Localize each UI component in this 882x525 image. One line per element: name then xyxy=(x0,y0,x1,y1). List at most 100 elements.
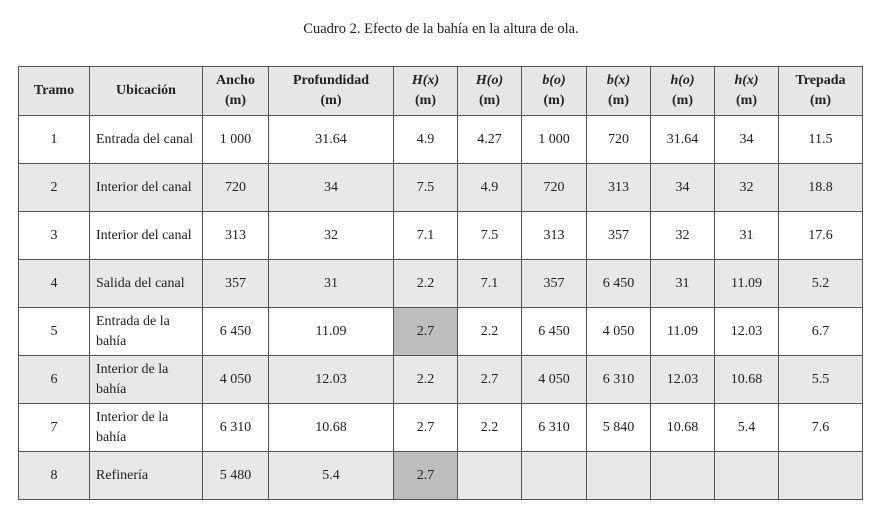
empty-cell xyxy=(457,451,522,500)
table-cell: 10.68 xyxy=(650,403,715,452)
header-unit: (m) xyxy=(415,93,436,108)
table-cell: 4 050 xyxy=(521,355,587,404)
empty-cell xyxy=(778,451,863,500)
column-header: h(x) (m) xyxy=(714,66,779,116)
table-cell: 5.4 xyxy=(268,451,394,500)
table-cell: 3 xyxy=(18,211,90,260)
header-unit: (m) xyxy=(736,93,757,108)
table-cell: 10.68 xyxy=(714,355,779,404)
table-cell: 12.03 xyxy=(268,355,394,404)
header-name: Trepada xyxy=(795,73,846,88)
table-cell: 6 450 xyxy=(521,307,587,356)
table-cell: 4.27 xyxy=(457,115,522,164)
table-cell: 2.2 xyxy=(457,307,522,356)
table-cell: 7 xyxy=(18,403,90,452)
table-row: 5 Entrada de la bahía 6 450 11.09 2.7 2.2 6 45… xyxy=(18,307,863,356)
table-cell: 4 050 xyxy=(586,307,651,356)
header-unit: (m) xyxy=(608,93,629,108)
table-body: 1 Entrada del canal 1 000 31.64 4.9 4.27 1 000… xyxy=(18,115,863,500)
table-cell: 34 xyxy=(268,163,394,212)
table-cell: 720 xyxy=(202,163,269,212)
column-header: H(o) (m) xyxy=(457,66,522,116)
table-cell: Entrada de la bahía xyxy=(89,307,203,356)
column-header: Ubicación xyxy=(89,66,203,116)
table-cell: 5.5 xyxy=(778,355,863,404)
table-cell: 4 xyxy=(18,259,90,308)
data-table: Tramo Ubicación Ancho (m) Profundidad (m) H(x)… xyxy=(18,66,863,500)
table-cell: 7.1 xyxy=(457,259,522,308)
table-cell: 1 000 xyxy=(202,115,269,164)
table-cell: 720 xyxy=(521,163,587,212)
column-header: h(o) (m) xyxy=(650,66,715,116)
table-cell: 31 xyxy=(650,259,715,308)
table-cell: Interior del canal xyxy=(89,163,203,212)
table-cell: 11.09 xyxy=(268,307,394,356)
table-cell: 2.7 xyxy=(457,355,522,404)
table-cell: 2.2 xyxy=(457,403,522,452)
table-row: 1 Entrada del canal 1 000 31.64 4.9 4.27 1 000… xyxy=(18,115,863,164)
empty-cell xyxy=(586,451,651,500)
table-cell: 1 xyxy=(18,115,90,164)
column-header: b(x) (m) xyxy=(586,66,651,116)
table-cell: 11.09 xyxy=(714,259,779,308)
table-cell: Refinería xyxy=(89,451,203,500)
table-cell: 6.7 xyxy=(778,307,863,356)
empty-cell xyxy=(650,451,715,500)
header-name: H(x) xyxy=(411,73,440,88)
table-cell: Interior de la bahía xyxy=(89,403,203,452)
header-unit: (m) xyxy=(225,93,246,108)
table-cell: 7.5 xyxy=(393,163,458,212)
table-cell: 357 xyxy=(521,259,587,308)
header-unit: (m) xyxy=(479,93,500,108)
table-cell: 7.6 xyxy=(778,403,863,452)
header-name: Ancho xyxy=(216,73,255,88)
table-cell: 1 000 xyxy=(521,115,587,164)
table-cell: 12.03 xyxy=(714,307,779,356)
table-cell: 11.5 xyxy=(778,115,863,164)
table-cell: 720 xyxy=(586,115,651,164)
table-cell: 6 450 xyxy=(202,307,269,356)
table-cell: 5 480 xyxy=(202,451,269,500)
table-cell: 2.7 xyxy=(393,307,458,356)
table-cell: 5.4 xyxy=(714,403,779,452)
table-cell: 11.09 xyxy=(650,307,715,356)
header-name: Ubicación xyxy=(116,83,176,98)
header-name: Tramo xyxy=(33,83,75,98)
table-cell: 6 310 xyxy=(202,403,269,452)
table-cell: 4 050 xyxy=(202,355,269,404)
header-name: h(o) xyxy=(670,73,695,88)
table-cell: 2.2 xyxy=(393,259,458,308)
column-header: b(o) (m) xyxy=(521,66,587,116)
header-unit: (m) xyxy=(672,93,693,108)
table-cell: 5.2 xyxy=(778,259,863,308)
header-name: b(o) xyxy=(542,73,566,88)
header-unit: (m) xyxy=(543,93,565,108)
table-cell: 313 xyxy=(202,211,269,260)
table-cell: 6 310 xyxy=(586,355,651,404)
header-name: b(x) xyxy=(606,73,631,88)
header-name: h(x) xyxy=(734,73,759,88)
table-cell: 4.9 xyxy=(457,163,522,212)
table-cell: 2.7 xyxy=(393,403,458,452)
header-unit: (m) xyxy=(810,93,831,108)
table-row: 8 Refinería 5 480 5.4 2.7 xyxy=(18,451,863,500)
table-cell: 31.64 xyxy=(268,115,394,164)
column-header: H(x) (m) xyxy=(393,66,458,116)
table-cell: Entrada del canal xyxy=(89,115,203,164)
column-header: Tramo xyxy=(18,66,90,116)
table-cell: 17.6 xyxy=(778,211,863,260)
header-name: H(o) xyxy=(475,73,504,88)
table-cell: 357 xyxy=(202,259,269,308)
table-cell: 10.68 xyxy=(268,403,394,452)
empty-cell xyxy=(521,451,587,500)
table-cell: 34 xyxy=(650,163,715,212)
header-unit: (m) xyxy=(320,93,342,108)
table-row: 7 Interior de la bahía 6 310 10.68 2.7 2.2 6 3… xyxy=(18,403,863,452)
table-cell: 31.64 xyxy=(650,115,715,164)
table-row: 4 Salida del canal 357 31 2.2 7.1 357 6 450 31 11… xyxy=(18,259,863,308)
table-cell: 18.8 xyxy=(778,163,863,212)
column-header: Ancho (m) xyxy=(202,66,269,116)
table-cell: 32 xyxy=(268,211,394,260)
